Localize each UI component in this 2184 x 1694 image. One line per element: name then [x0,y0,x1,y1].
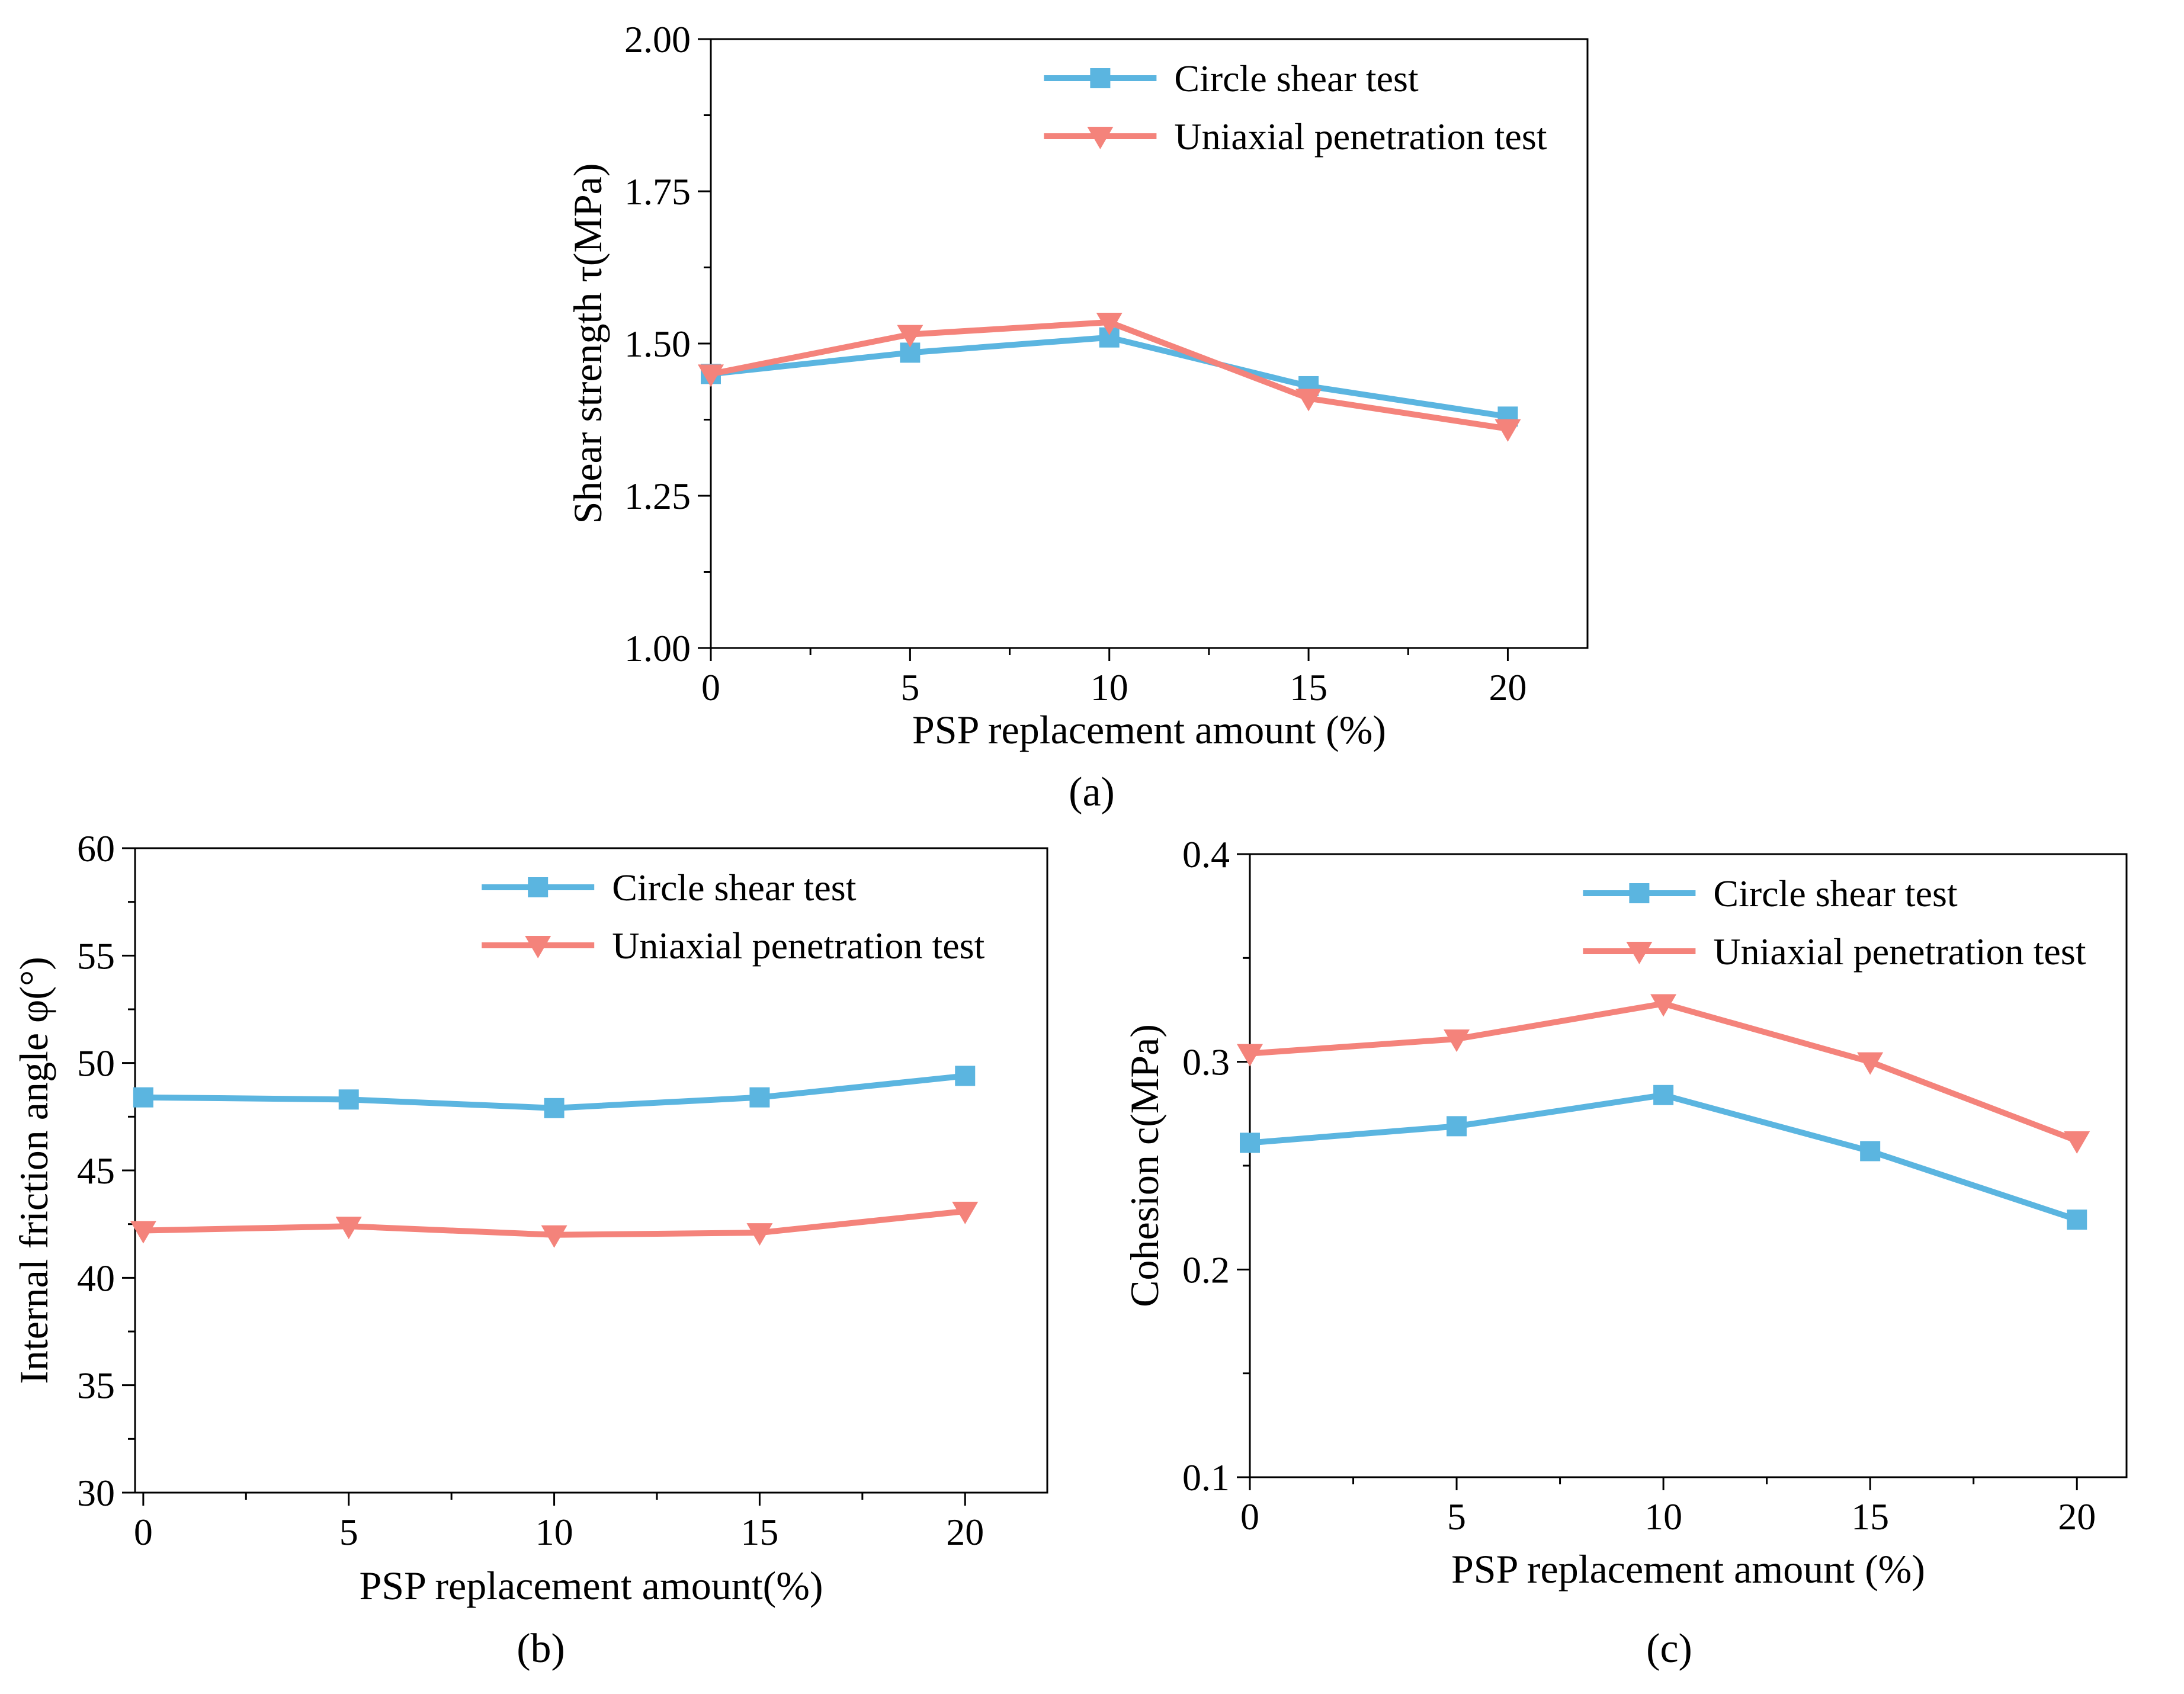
y-axis-title: Cohesion c(MPa) [1122,1024,1167,1307]
data-point-triangle [1444,1029,1470,1053]
data-point-triangle [1295,389,1322,412]
data-point-triangle [1096,313,1123,336]
data-point-triangle [130,1221,156,1244]
x-tick-label: 15 [740,1511,778,1553]
chart-panel-b: 0 5 10 15 20 30 35 40 45 50 55 60 PSP replacement am… [11,827,1048,1671]
data-point-triangle [2064,1131,2090,1154]
chart-panel-a: 0 5 10 15 20 1.00 1.25 1.50 1.75 2.00 PSP replacem… [565,18,1589,815]
y-tick-label: 35 [77,1365,115,1407]
y-tick-label: 0.4 [1182,833,1230,875]
x-tick-label: 20 [1489,666,1526,708]
legend-label: Uniaxial penetration test [612,925,984,967]
x-tick-label: 10 [535,1511,573,1553]
data-point-square [338,1089,359,1110]
legend-marker-square [1090,68,1111,88]
data-point-square [1653,1085,1674,1105]
data-point-square [1447,1116,1467,1137]
data-point-triangle [698,364,724,387]
y-tick-label: 0.1 [1182,1456,1230,1499]
x-axis-title: PSP replacement amount (%) [1451,1547,1925,1592]
series-line [1249,1092,2078,1223]
y-tick-label: 0.3 [1182,1041,1230,1083]
data-point-triangle [1237,1044,1263,1067]
data-point-triangle [746,1223,773,1246]
legend: Circle shear test Uniaxial penetration te… [1583,872,2086,973]
data-point-triangle [1857,1052,1884,1075]
legend-marker-square [528,877,549,897]
x-tick-label: 0 [701,666,720,708]
data-point-square [2067,1209,2087,1230]
legend-label: Circle shear test [1713,872,1958,915]
y-tick-label: 1.00 [624,627,691,669]
x-tick-label: 20 [946,1511,984,1553]
legend: Circle shear test Uniaxial penetration te… [482,867,985,967]
panel-label: (b) [517,1626,565,1671]
y-tick-label: 50 [77,1042,115,1085]
panel-label: (c) [1646,1626,1692,1671]
data-point-square [1860,1141,1881,1162]
legend-label: Circle shear test [1174,57,1418,100]
y-tick-label: 0.2 [1182,1249,1230,1291]
data-point-square [749,1087,770,1108]
x-axis-title: PSP replacement amount (%) [912,707,1386,752]
data-point-triangle [952,1201,979,1224]
x-tick-label: 0 [134,1511,153,1553]
legend: Circle shear test Uniaxial penetration te… [1044,57,1547,158]
legend-marker-triangle [1087,127,1114,149]
legend-label: Circle shear test [612,867,857,909]
data-point-square [133,1087,153,1108]
x-tick-label: 10 [1091,666,1128,708]
legend-label: Uniaxial penetration test [1174,116,1547,158]
y-tick-label: 55 [77,935,115,977]
data-point-triangle [541,1225,567,1248]
y-tick-label: 2.00 [624,18,691,60]
series-1 [698,313,1521,442]
data-point-square [544,1098,565,1118]
legend-marker-triangle [1626,942,1653,964]
y-tick-label: 30 [77,1472,115,1514]
y-tick-label: 40 [77,1257,115,1299]
y-tick-label: 1.50 [624,323,691,365]
y-tick-label: 45 [77,1150,115,1192]
legend-marker-triangle [525,936,551,958]
y-axis-title: Shear strength τ(MPa) [565,163,610,524]
y-tick-label: 60 [77,827,115,870]
legend-marker-square [1629,883,1650,903]
x-axis-title: PSP replacement amount(%) [359,1563,823,1608]
data-point-triangle [1495,419,1521,442]
x-tick-label: 0 [1240,1496,1259,1538]
series-line [1249,1000,2079,1144]
chart-panel-c: 0 5 10 15 20 0.1 0.2 0.3 0.4 PSP replacement amou… [1122,833,2128,1671]
y-axis-title: Internal friction angle φ(°) [11,957,56,1384]
x-tick-label: 5 [339,1511,358,1553]
data-point-triangle [335,1217,362,1240]
y-tick-label: 1.75 [624,171,691,213]
series-1 [1237,994,2090,1154]
panel-label: (a) [1069,769,1115,815]
legend-label: Uniaxial penetration test [1713,931,2086,973]
data-point-triangle [897,325,923,348]
x-tick-label: 5 [900,666,919,708]
x-tick-label: 15 [1290,666,1327,708]
data-point-square [1240,1132,1260,1153]
y-tick-label: 1.25 [624,475,691,517]
series-0 [1240,1085,2087,1230]
x-tick-label: 20 [2058,1496,2096,1538]
series-1 [130,1201,979,1248]
series-0 [133,1066,976,1118]
data-point-triangle [1650,994,1677,1017]
x-tick-label: 10 [1644,1496,1682,1538]
data-point-square [955,1066,976,1086]
x-tick-label: 5 [1447,1496,1466,1538]
x-tick-label: 15 [1851,1496,1889,1538]
